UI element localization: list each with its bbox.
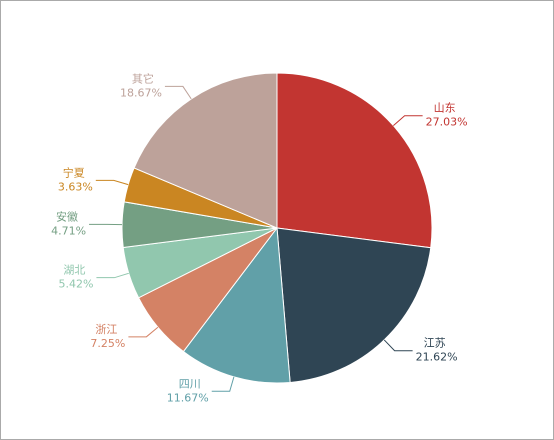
label-line xyxy=(95,179,129,186)
slice-name: 宁夏 xyxy=(63,165,85,179)
label-line xyxy=(383,339,413,352)
slice-name: 其它 xyxy=(132,71,154,85)
slice-value-label: 4.71% xyxy=(51,224,86,237)
label-line xyxy=(164,85,192,100)
slice-name: 湖北 xyxy=(63,264,85,277)
slice-name: 安徽 xyxy=(56,209,78,223)
label-line xyxy=(128,326,159,338)
slice-name: 四川 xyxy=(179,377,201,390)
label-line xyxy=(96,272,129,279)
slice-value-label: 21.62% xyxy=(416,351,458,364)
pie-slice xyxy=(182,226,291,384)
slice-value-label: 11.67% xyxy=(167,391,209,404)
slice-value-label: 7.25% xyxy=(90,337,125,350)
slice-value-label: 3.63% xyxy=(58,180,93,193)
slice-value-label: 18.67% xyxy=(120,86,162,99)
slice-value-label: 5.42% xyxy=(58,278,93,291)
slice-name: 山东 xyxy=(434,102,456,115)
pie-slice xyxy=(276,227,432,383)
slice-value-label: 27.03% xyxy=(426,116,468,129)
label-line xyxy=(393,115,423,126)
label-line xyxy=(211,376,235,392)
pie-slice xyxy=(133,72,278,229)
slice-name: 浙江 xyxy=(95,323,117,336)
slice-name: 江苏 xyxy=(424,337,446,350)
